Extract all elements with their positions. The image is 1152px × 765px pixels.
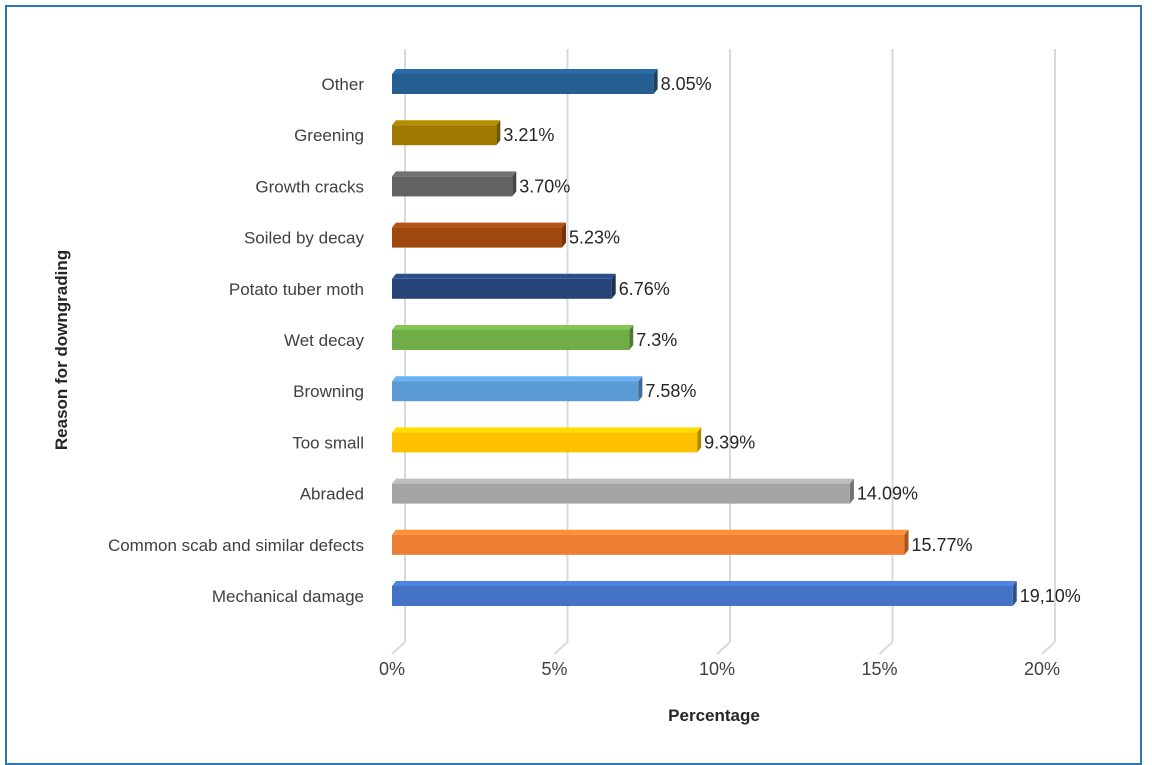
bar-chart: Other Greening Growth cracks Soiled by deca…	[52, 49, 1081, 725]
data-label: 19,10%	[1020, 586, 1081, 606]
data-label: 7.3%	[636, 330, 677, 350]
x-axis-title: Percentage	[668, 706, 760, 725]
bar-top-face	[392, 478, 854, 484]
bar	[392, 325, 634, 350]
category-label: Soiled by decay	[244, 229, 365, 248]
bar-front-face	[392, 534, 905, 555]
gridline-floor	[1041, 641, 1056, 655]
x-tick-label: 10%	[699, 659, 735, 679]
bar-top-face	[392, 376, 643, 382]
category-label: Growth cracks	[255, 177, 364, 196]
bar-front-face	[392, 586, 1013, 606]
x-tick-label: 0%	[379, 659, 405, 679]
category-label: Potato tuber moth	[229, 280, 364, 299]
x-tick-label: 5%	[541, 659, 567, 679]
bar	[392, 529, 909, 555]
bar-top-face	[392, 222, 566, 228]
x-tick-label: 15%	[861, 659, 897, 679]
bar-top-face	[392, 529, 909, 535]
category-label: Wet decay	[284, 331, 365, 350]
bar-side-face	[496, 120, 501, 146]
x-tick-labels: 0% 5% 10% 15% 20%	[379, 659, 1060, 679]
bar-front-face	[392, 330, 630, 350]
data-label: 14.09%	[857, 484, 918, 504]
bar-front-face	[392, 432, 698, 453]
bar-side-face	[561, 222, 566, 248]
bar	[392, 222, 566, 248]
bar-side-face	[904, 529, 909, 555]
bar-side-face	[1012, 581, 1017, 606]
bar-top-face	[392, 325, 634, 330]
bar-side-face	[697, 427, 702, 453]
category-label: Browning	[293, 382, 364, 401]
bar-front-face	[392, 125, 497, 146]
bar	[392, 120, 501, 146]
bar	[392, 427, 702, 453]
bar-front-face	[392, 74, 654, 94]
bar	[392, 581, 1017, 606]
data-label: 7.58%	[645, 381, 696, 401]
bar-top-face	[392, 120, 501, 126]
data-label: 9.39%	[704, 432, 755, 452]
x-tick-label: 20%	[1024, 659, 1060, 679]
bar-side-face	[638, 376, 643, 402]
bar-front-face	[392, 227, 562, 248]
bars	[392, 69, 1017, 606]
category-label: Mechanical damage	[212, 587, 364, 606]
bar-front-face	[392, 176, 513, 197]
bar-side-face	[629, 325, 634, 350]
bar	[392, 69, 658, 94]
data-label: 6.76%	[619, 279, 670, 299]
gridline-floor	[716, 641, 731, 655]
category-label: Abraded	[300, 485, 364, 504]
chart-frame: Other Greening Growth cracks Soiled by deca…	[5, 5, 1142, 765]
bar	[392, 376, 643, 402]
y-axis-title: Reason for downgrading	[52, 250, 71, 450]
bar-side-face	[849, 478, 854, 504]
gridline-floor	[878, 641, 894, 655]
bar-top-face	[392, 69, 658, 74]
category-label: Other	[321, 75, 364, 94]
bar-top-face	[392, 427, 702, 433]
bar-top-face	[392, 581, 1017, 586]
bar-front-face	[392, 483, 850, 504]
gridline-floor	[553, 641, 569, 655]
bar-side-face	[611, 273, 616, 299]
bar-side-face	[512, 171, 517, 197]
data-label: 8.05%	[661, 74, 712, 94]
bar-front-face	[392, 381, 639, 402]
gridline-floor	[391, 641, 406, 655]
category-label: Too small	[292, 433, 364, 452]
data-labels: 8.05% 3.21% 3.70% 5.23% 6.76% 7.3% 7.58% 9.39% 1…	[503, 74, 1080, 606]
category-labels: Other Greening Growth cracks Soiled by deca…	[108, 75, 365, 606]
category-label: Greening	[294, 126, 364, 145]
bar-top-face	[392, 273, 616, 279]
bar-top-face	[392, 171, 517, 177]
data-label: 3.21%	[503, 125, 554, 145]
data-label: 3.70%	[519, 176, 570, 196]
category-label: Common scab and similar defects	[108, 536, 364, 555]
bar-side-face	[653, 69, 658, 94]
data-label: 15.77%	[912, 535, 973, 555]
bar-front-face	[392, 278, 612, 299]
bar	[392, 273, 616, 299]
bar	[392, 478, 854, 504]
data-label: 5.23%	[569, 228, 620, 248]
bar	[392, 171, 517, 197]
